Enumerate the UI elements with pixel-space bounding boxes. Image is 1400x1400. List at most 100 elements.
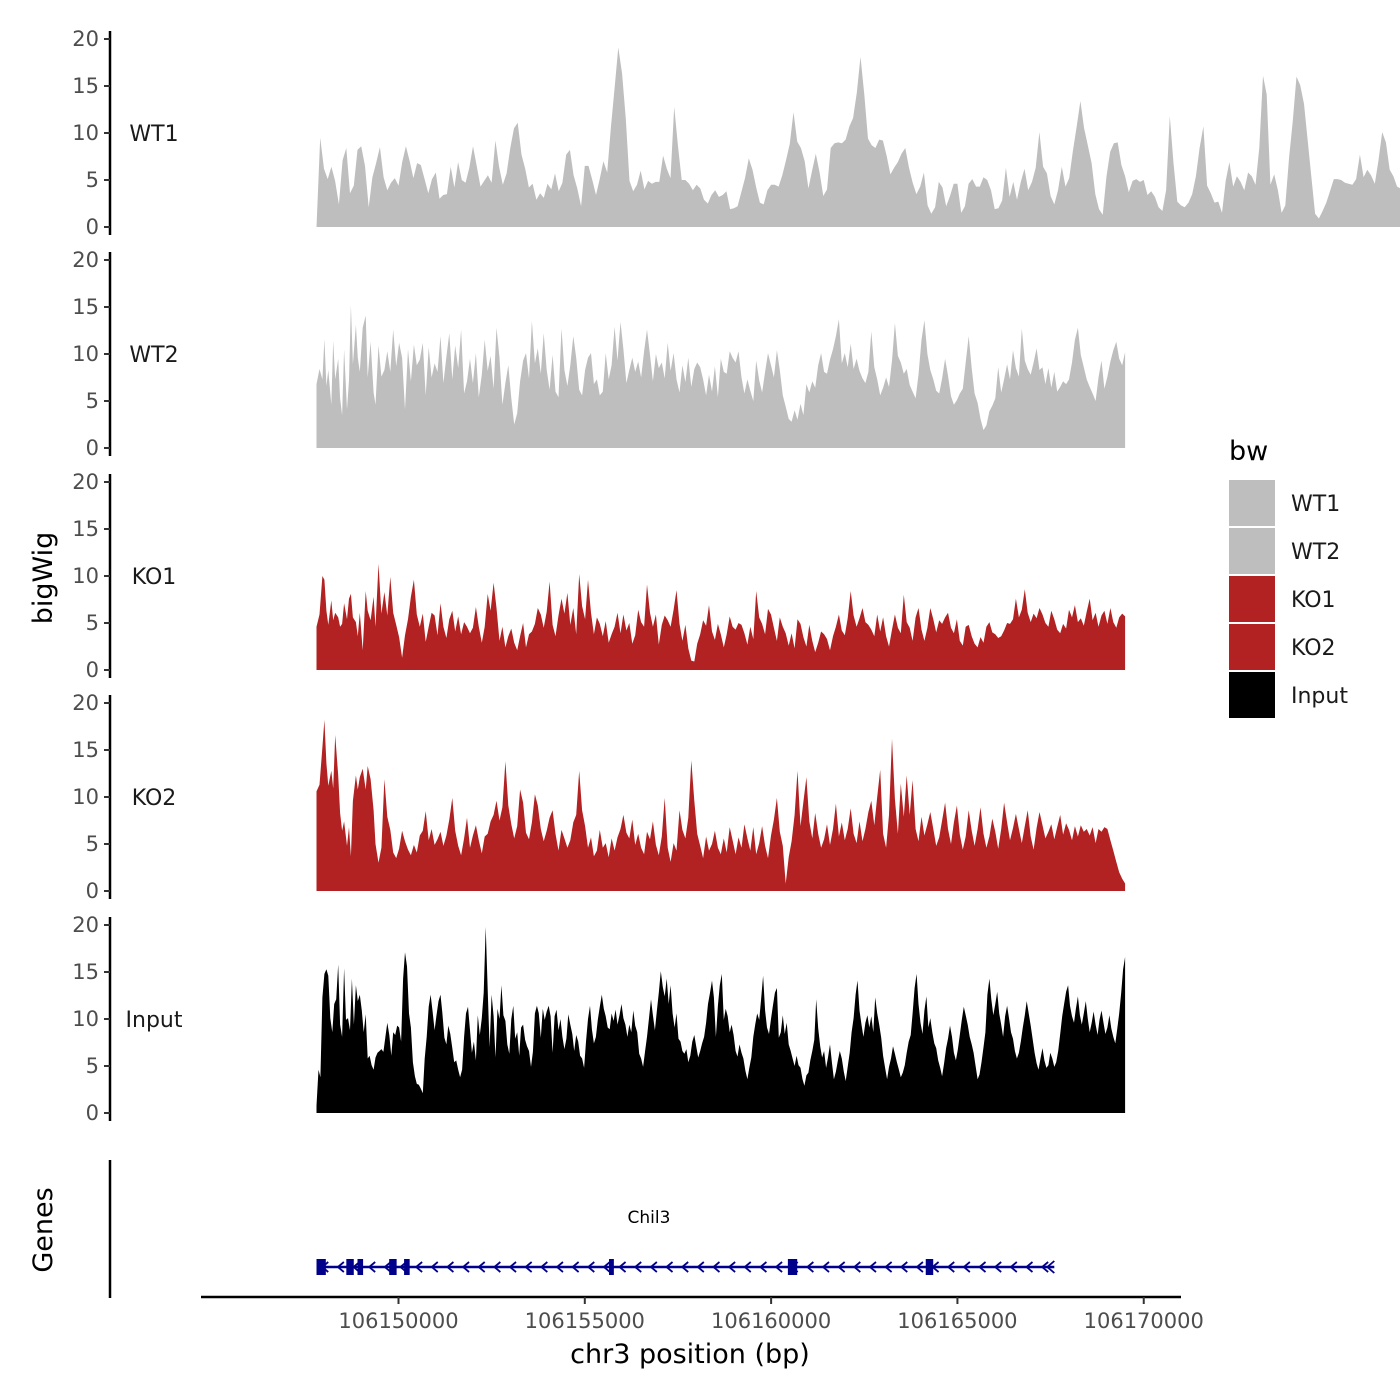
track-wt1: 0 5 10 15 20 WT1 (72, 27, 1400, 239)
area-input (316, 926, 1126, 1113)
legend: bw WT1 WT2 KO1 KO2 Input (1229, 436, 1348, 718)
legend-label-wt2: WT2 (1291, 540, 1340, 565)
strand-arrow (899, 1261, 908, 1273)
legend-swatch-wt1 (1229, 480, 1275, 526)
genes-axis-title: Genes (28, 1187, 59, 1272)
y-tick-label: 15 (72, 517, 99, 541)
gene-exon (357, 1259, 364, 1275)
area-ko2 (316, 719, 1126, 891)
x-axis-title: chr3 position (bp) (570, 1339, 810, 1370)
y-tick-label: 20 (72, 913, 99, 937)
strand-arrow (618, 1261, 627, 1273)
strand-arrow (539, 1261, 548, 1273)
legend-label-input: Input (1291, 684, 1348, 709)
y-tick-label: 15 (72, 960, 99, 984)
strand-arrow (524, 1261, 533, 1273)
y-tick-label: 10 (72, 342, 99, 366)
area-ko1 (316, 563, 1126, 670)
y-tick-label: 0 (86, 436, 99, 460)
legend-label-ko2: KO2 (1291, 636, 1336, 661)
strand-arrow (477, 1261, 486, 1273)
strand-arrow (805, 1261, 814, 1273)
track-input: 0 5 10 15 20 Input (72, 913, 1126, 1125)
y-tick-label: 20 (72, 691, 99, 715)
strand-arrow (461, 1261, 470, 1273)
y-tick-label: 20 (72, 248, 99, 272)
gene-track: Chil3 (108, 1160, 1055, 1298)
track-label-wt2: WT2 (129, 343, 178, 368)
gene-exon (404, 1259, 410, 1275)
strand-arrow (743, 1261, 752, 1273)
strand-arrow (586, 1261, 595, 1273)
strand-arrow (837, 1261, 846, 1273)
strand-arrow (680, 1261, 689, 1273)
area-wt2 (316, 305, 1126, 448)
strand-arrow (571, 1261, 580, 1273)
strand-arrow (492, 1261, 501, 1273)
strand-arrow (727, 1261, 736, 1273)
y-tick-label: 5 (86, 832, 99, 856)
legend-swatch-input (1229, 672, 1275, 718)
legend-title: bw (1229, 436, 1268, 467)
strand-arrow (774, 1261, 783, 1273)
gene-name-label: Chil3 (628, 1208, 671, 1228)
y-tick-label: 0 (86, 658, 99, 682)
strand-arrow (633, 1261, 642, 1273)
strand-arrow (1009, 1261, 1018, 1273)
track-ko2: 0 5 10 15 20 KO2 (72, 691, 1126, 903)
legend-swatch-ko1 (1229, 576, 1275, 622)
strand-arrow (414, 1261, 423, 1273)
strand-arrow (946, 1261, 955, 1273)
strand-arrow (1025, 1261, 1034, 1273)
area-wt1 (316, 47, 1400, 227)
strand-arrow (367, 1261, 376, 1273)
y-tick-label: 10 (72, 121, 99, 145)
strand-arrow (555, 1261, 564, 1273)
strand-arrow (665, 1261, 674, 1273)
legend-label-ko1: KO1 (1291, 588, 1336, 613)
signal-tracks: 0 5 10 15 20 WT1 0 5 10 15 20 WT2 0 5 10 15 20 KO1 0 5 10 15 2… (72, 27, 1400, 1125)
legend-label-wt1: WT1 (1291, 492, 1340, 517)
track-label-ko2: KO2 (132, 786, 177, 811)
y-tick-label: 0 (86, 215, 99, 239)
strand-arrow (915, 1261, 924, 1273)
y-tick-label: 5 (86, 168, 99, 192)
gene-exon (609, 1259, 614, 1275)
y-tick-label: 5 (86, 611, 99, 635)
x-tick-label: 106170000 (1084, 1309, 1204, 1333)
y-tick-label: 5 (86, 1054, 99, 1078)
y-tick-label: 15 (72, 74, 99, 98)
y-tick-label: 0 (86, 879, 99, 903)
strand-arrow (336, 1261, 345, 1273)
x-tick-label: 106150000 (338, 1309, 458, 1333)
gene-exon (925, 1259, 934, 1275)
strand-arrow (602, 1261, 611, 1273)
strand-arrow (383, 1261, 392, 1273)
x-tick-label: 106155000 (525, 1309, 645, 1333)
strand-arrow (884, 1261, 893, 1273)
y-tick-label: 0 (86, 1101, 99, 1125)
y-tick-label: 20 (72, 27, 99, 51)
strand-arrow (649, 1261, 658, 1273)
track-ko1: 0 5 10 15 20 KO1 (72, 470, 1126, 682)
track-wt2: 0 5 10 15 20 WT2 (72, 248, 1126, 460)
strand-arrow (962, 1261, 971, 1273)
y-axis-title: bigWig (28, 532, 59, 625)
track-label-input: Input (126, 1008, 183, 1033)
track-label-ko1: KO1 (132, 565, 177, 590)
gene-exon (346, 1259, 354, 1275)
strand-arrow (993, 1261, 1002, 1273)
y-tick-label: 10 (72, 785, 99, 809)
gene-exon (316, 1259, 326, 1275)
gene-exon (787, 1259, 798, 1275)
track-label-wt1: WT1 (129, 122, 178, 147)
y-tick-label: 10 (72, 1007, 99, 1031)
strand-arrow (446, 1261, 454, 1273)
x-tick-label: 106165000 (897, 1309, 1017, 1333)
strand-arrow (868, 1261, 877, 1273)
x-tick-label: 106160000 (711, 1309, 831, 1333)
strand-arrow (508, 1261, 517, 1273)
strand-arrow (1045, 1260, 1055, 1274)
y-tick-label: 15 (72, 295, 99, 319)
